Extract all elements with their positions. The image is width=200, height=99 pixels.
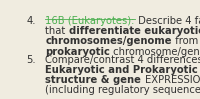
Text: Eukaryotic and Prokaryotic: Eukaryotic and Prokaryotic — [45, 65, 200, 75]
Text: chromosome/genome.: chromosome/genome. — [110, 47, 200, 57]
Text: prokaryotic: prokaryotic — [45, 47, 110, 57]
Text: 5.: 5. — [27, 55, 36, 65]
Text: from a: from a — [172, 36, 200, 46]
Text: Compare/contrast 4 differences between: Compare/contrast 4 differences between — [45, 55, 200, 65]
Text: Describe 4 factors: Describe 4 factors — [135, 16, 200, 26]
Text: 4.: 4. — [27, 16, 36, 26]
Text: chromosomes/genome: chromosomes/genome — [45, 36, 172, 46]
Text: that: that — [45, 26, 69, 36]
Text: (including regulatory sequences).: (including regulatory sequences). — [45, 85, 200, 95]
Text: structure & gene: structure & gene — [45, 75, 145, 85]
Text: 16B (Eukaryotes):: 16B (Eukaryotes): — [45, 16, 135, 26]
Text: EXPRESSION: EXPRESSION — [145, 75, 200, 85]
Text: differentiate eukaryotic: differentiate eukaryotic — [69, 26, 200, 36]
